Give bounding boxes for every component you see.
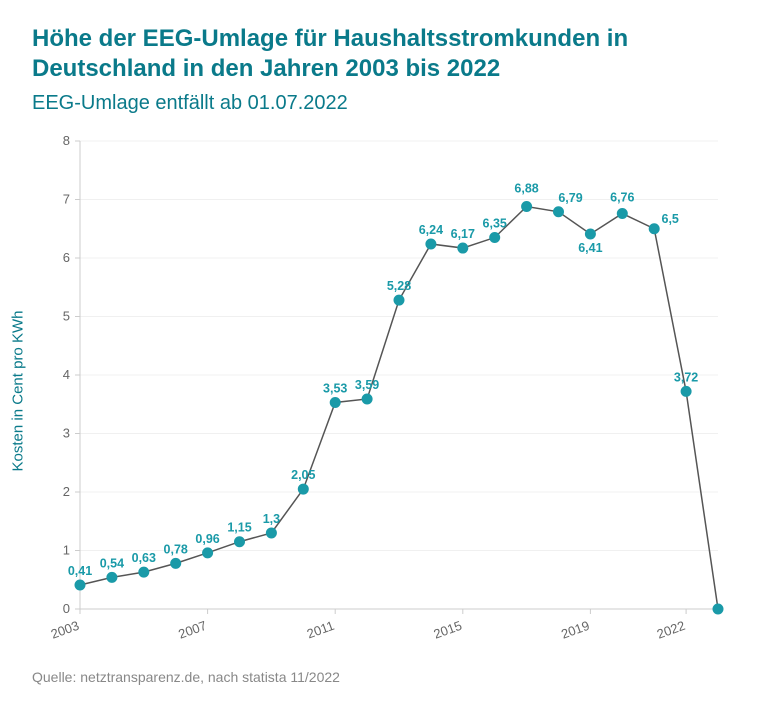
svg-text:1,3: 1,3: [263, 512, 280, 526]
svg-text:6,41: 6,41: [578, 241, 602, 255]
svg-text:5,28: 5,28: [387, 279, 411, 293]
y-axis-label: Kosten in Cent pro KWh: [10, 311, 27, 472]
svg-text:0,54: 0,54: [100, 556, 124, 570]
svg-text:6,24: 6,24: [419, 223, 443, 237]
svg-text:3,53: 3,53: [323, 381, 347, 395]
chart-subtitle: EEG-Umlage entfällt ab 01.07.2022: [32, 92, 736, 115]
svg-text:6,79: 6,79: [558, 191, 582, 205]
svg-text:3: 3: [63, 426, 70, 441]
svg-text:8: 8: [63, 133, 70, 148]
svg-text:1: 1: [63, 543, 70, 558]
svg-text:0,63: 0,63: [132, 551, 156, 565]
svg-text:6,5: 6,5: [662, 212, 679, 226]
svg-text:6,17: 6,17: [451, 227, 475, 241]
svg-text:2007: 2007: [176, 618, 208, 642]
source-text: Quelle: netztransparenz.de, nach statist…: [32, 669, 736, 685]
svg-text:2015: 2015: [432, 618, 464, 642]
chart-area: Kosten in Cent pro KWh 01234567820032007…: [36, 131, 736, 651]
svg-text:2,05: 2,05: [291, 468, 315, 482]
svg-text:0,41: 0,41: [68, 564, 92, 578]
svg-text:0: 0: [63, 601, 70, 616]
svg-text:2011: 2011: [305, 618, 336, 642]
svg-text:5: 5: [63, 309, 70, 324]
svg-text:6: 6: [63, 250, 70, 265]
svg-text:2003: 2003: [49, 618, 81, 642]
svg-text:6,35: 6,35: [483, 217, 507, 231]
svg-text:1,15: 1,15: [227, 521, 251, 535]
svg-text:0,78: 0,78: [164, 542, 188, 556]
svg-text:6,88: 6,88: [514, 182, 538, 196]
svg-text:3,72: 3,72: [674, 370, 698, 384]
svg-text:3,59: 3,59: [355, 378, 379, 392]
line-chart: 0 1 2 3 4 5 6 7 8 2003 2007 2011 2015 2019 2022 0,41 0,5…: [36, 131, 736, 651]
svg-text:2019: 2019: [559, 618, 591, 642]
chart-title: Höhe der EEG-Umlage für Haushaltsstromku…: [32, 24, 736, 84]
svg-text:6,76: 6,76: [610, 191, 634, 205]
svg-text:2: 2: [63, 484, 70, 499]
svg-text:0,96: 0,96: [195, 532, 219, 546]
svg-text:4: 4: [63, 367, 70, 382]
svg-text:7: 7: [63, 192, 70, 207]
svg-text:2022: 2022: [655, 618, 687, 642]
